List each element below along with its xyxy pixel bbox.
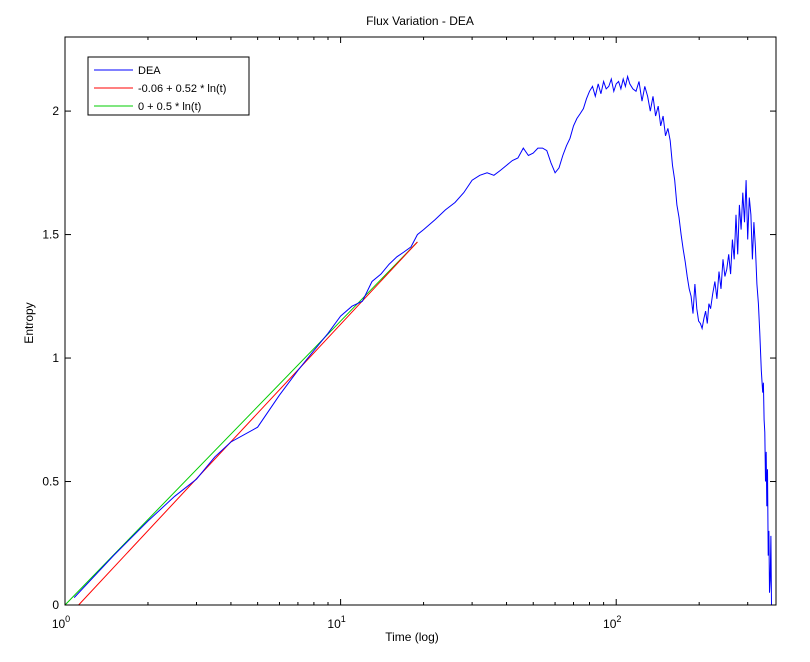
- x-tick-label: 100: [52, 614, 70, 631]
- y-axis-label: Entropy: [22, 302, 36, 343]
- series-line-fit-red: [78, 241, 418, 606]
- legend: DEA -0.06 + 0.52 * ln(t) 0 + 0.5 * ln(t): [87, 56, 250, 116]
- plot-lines: [64, 74, 772, 606]
- x-axis-label: Time (log): [385, 630, 439, 644]
- legend-label-fit-red: -0.06 + 0.52 * ln(t): [138, 83, 226, 95]
- series-line-dea: [73, 74, 772, 606]
- axis-ticks: 100 101 102 0 0.5 1 1.5 2: [42, 37, 776, 631]
- y-tick-label: 1.5: [42, 228, 59, 242]
- chart-title: Flux Variation - DEA: [366, 14, 474, 28]
- legend-box: [87, 56, 250, 116]
- y-tick-label: 1: [52, 351, 59, 365]
- y-tick-label: 2: [52, 104, 59, 118]
- legend-label-dea: DEA: [138, 65, 161, 77]
- plot-frame: [64, 36, 777, 606]
- legend-label-fit-green: 0 + 0.5 * ln(t): [138, 101, 201, 113]
- x-tick-label: 102: [603, 614, 621, 631]
- y-tick-label: 0: [52, 598, 59, 612]
- x-tick-label: 101: [327, 614, 345, 631]
- y-tick-label: 0.5: [42, 475, 59, 489]
